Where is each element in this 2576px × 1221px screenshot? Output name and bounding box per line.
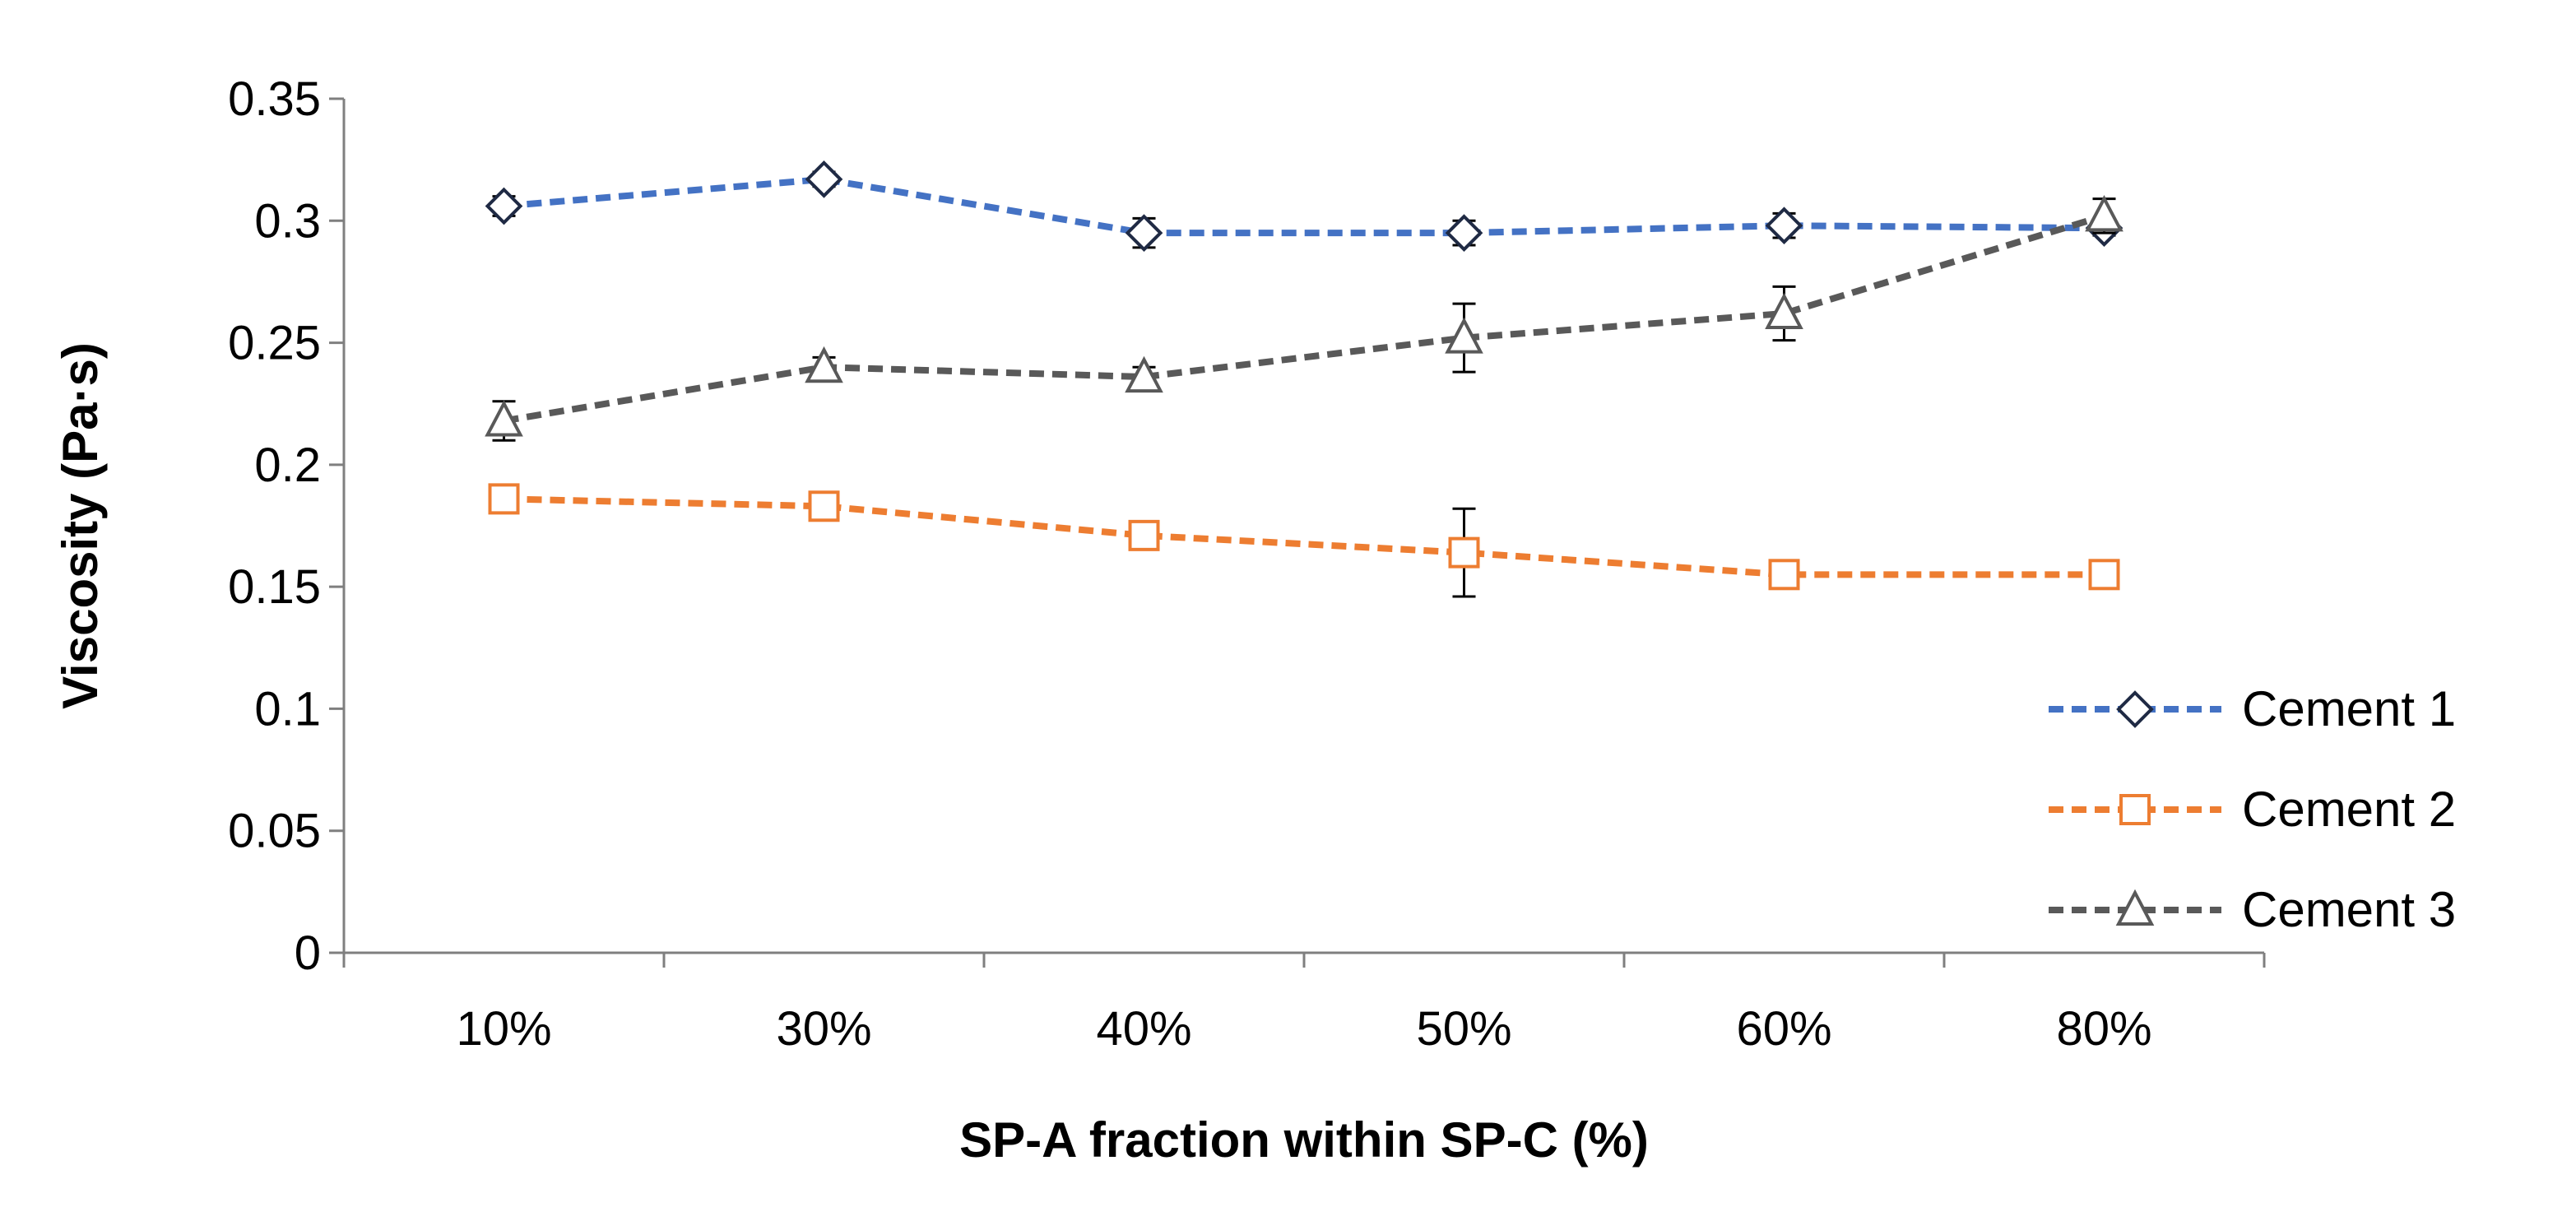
data-point — [485, 187, 523, 225]
series-line — [503, 212, 2105, 425]
series-2 — [488, 483, 2120, 598]
legend-marker — [2115, 889, 2155, 926]
data-point — [1445, 214, 1483, 252]
y-axis-title: Viscosity (Pa·s) — [53, 342, 108, 709]
y-tick-label: 0.1 — [254, 682, 321, 736]
legend-item: Cement 2 — [2049, 782, 2456, 837]
series-layer — [485, 160, 2123, 598]
legend-label: Cement 3 — [2242, 882, 2456, 937]
x-tick-label: 30% — [776, 1002, 871, 1056]
data-point — [488, 483, 520, 515]
y-tick-label: 0.25 — [228, 317, 321, 370]
data-point — [485, 400, 523, 437]
x-tick-label: 50% — [1416, 1002, 1511, 1056]
series-3 — [485, 195, 2123, 442]
x-tick-label: 60% — [1736, 1002, 1831, 1056]
legend-item: Cement 1 — [2049, 681, 2456, 736]
x-tick-label: 10% — [456, 1002, 551, 1056]
data-point — [1125, 355, 1163, 393]
y-tick-label: 0 — [295, 926, 321, 980]
data-point — [1125, 214, 1163, 252]
x-tick-label: 40% — [1096, 1002, 1191, 1056]
legend-marker — [2119, 794, 2151, 825]
data-point — [1765, 292, 1803, 329]
data-point — [1768, 559, 1800, 591]
series-line — [504, 495, 2105, 578]
data-point — [1445, 317, 1483, 354]
legend-marker — [2116, 690, 2154, 728]
data-point — [808, 490, 840, 522]
legend-label: Cement 2 — [2242, 782, 2456, 837]
x-tick-label: 80% — [2056, 1002, 2151, 1056]
x-ticks: 10% 30% 40% 50% 60% 80% — [342, 953, 2266, 1056]
data-point — [2088, 559, 2120, 591]
y-tick-label: 0.35 — [228, 72, 321, 126]
x-axis-title: SP-A fraction within SP-C (%) — [959, 1112, 1649, 1168]
y-ticks: 0 0.05 0.1 0.15 0.2 0.25 0.3 0.35 — [228, 72, 344, 980]
series-line — [504, 175, 2105, 237]
data-point — [1448, 536, 1480, 569]
y-tick-label: 0.05 — [228, 805, 321, 858]
data-point — [805, 160, 843, 198]
data-point — [1765, 207, 1803, 245]
y-tick-label: 0.15 — [228, 560, 321, 614]
data-point — [805, 346, 843, 383]
legend: Cement 1 Cement 2 Cement 3 — [2049, 681, 2456, 937]
legend-item: Cement 3 — [2049, 882, 2456, 937]
legend-label: Cement 1 — [2242, 681, 2456, 736]
y-tick-label: 0.3 — [254, 194, 321, 248]
data-point — [2085, 195, 2123, 232]
y-tick-label: 0.2 — [254, 439, 321, 492]
data-point — [1128, 519, 1160, 551]
